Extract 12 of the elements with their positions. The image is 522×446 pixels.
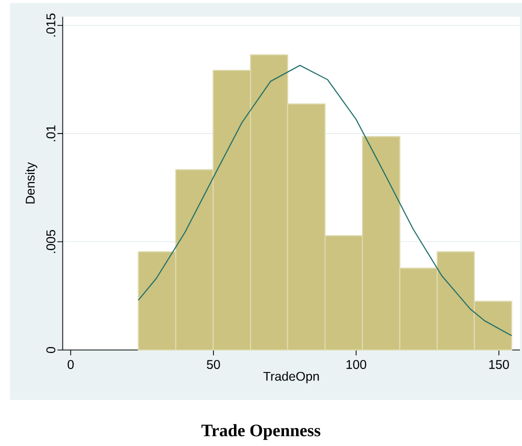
line-series	[138, 64, 512, 336]
text: Trade Openness	[201, 424, 320, 440]
x-axis-title: TradeOpn	[263, 371, 319, 384]
y-tick-label: .01	[46, 125, 56, 142]
x-tick-label: 50	[206, 360, 220, 369]
y-tick-label: .015	[46, 14, 56, 37]
y-axis-title: Density	[25, 162, 38, 204]
x-tick-label: 0	[68, 360, 74, 369]
y-tick-label: 0	[46, 346, 56, 354]
y-tick-label: .005	[46, 230, 56, 253]
x-tick-label: 100	[346, 360, 366, 369]
x-tick-label: 150	[489, 360, 509, 369]
